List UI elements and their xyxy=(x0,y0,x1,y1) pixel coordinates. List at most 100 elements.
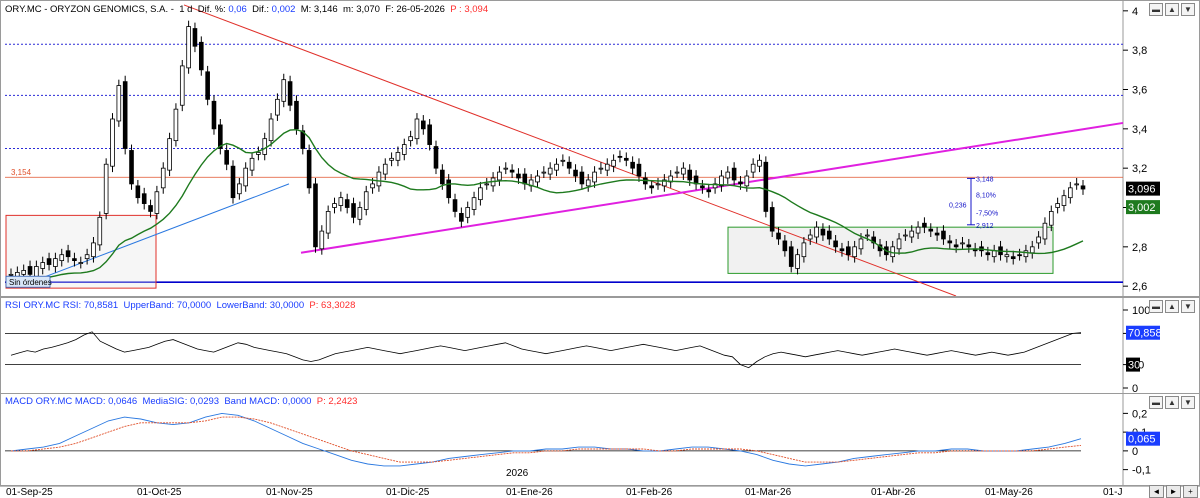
candle-body xyxy=(262,138,268,155)
rsi-tag-label: 70,858 xyxy=(1128,328,1162,340)
time-tick-label: 01-Dic-25 xyxy=(386,487,430,498)
candle-body xyxy=(630,161,635,169)
pane-controls: ▬ ▲ ▼ xyxy=(1149,3,1195,16)
zoom-button[interactable]: + xyxy=(1183,485,1198,498)
dif-value: 0,002 xyxy=(271,4,296,15)
time-axis[interactable]: 01-Sep-25 01-Oct-25 01-Nov-25 01-Dic-25 01-E… xyxy=(0,486,1200,498)
ma-tag-label: 3,002 xyxy=(1128,202,1156,214)
price-chart-svg[interactable]: 43,83,63,43,232,82,63,1543,1488,10%0,236… xyxy=(1,1,1199,296)
macd-pane[interactable]: MACD ORY.MC MACD: 0,0646 MediaSIG: 0,029… xyxy=(0,393,1200,486)
price-tick-label: 3,2 xyxy=(1132,163,1147,175)
candle-body xyxy=(738,181,743,185)
candle-body xyxy=(249,157,255,171)
candle-body xyxy=(852,246,857,258)
candle-body xyxy=(674,171,680,174)
candle-body xyxy=(471,197,477,210)
candle-body xyxy=(268,118,274,142)
candle-body xyxy=(503,167,509,170)
candle-body xyxy=(395,152,401,161)
candle-body xyxy=(604,163,610,171)
macd-maximize-button[interactable]: ▲ xyxy=(1165,396,1179,409)
candle-body xyxy=(135,185,141,199)
candle-body xyxy=(820,228,826,236)
macd-close-button[interactable]: ▼ xyxy=(1181,396,1195,409)
candle-body xyxy=(484,183,490,186)
last-price-tag-box xyxy=(1126,181,1160,196)
fib-ratio-label: 0,236 xyxy=(949,203,967,210)
macd-series-signal xyxy=(11,416,1082,463)
candle-body xyxy=(763,161,769,212)
order-tag-box xyxy=(5,275,51,288)
candle-body xyxy=(179,65,185,106)
candle-body xyxy=(275,98,280,116)
rsi-pane[interactable]: RSI ORY.MC RSI: 70,8581 UpperBand: 70,00… xyxy=(0,297,1200,394)
moving-average-line xyxy=(10,128,1084,283)
candle-body xyxy=(414,118,420,140)
candle-body xyxy=(1017,254,1022,257)
candle-body xyxy=(585,179,591,187)
time-tick-label: 01-Ene-26 xyxy=(506,487,553,498)
candle-body xyxy=(103,163,109,214)
candle-body xyxy=(294,100,299,130)
candle-body xyxy=(1036,236,1041,244)
macd-tick-label: -0,1 xyxy=(1132,465,1151,477)
candle-body xyxy=(351,203,356,218)
candle-body xyxy=(421,120,426,130)
scroll-left-button[interactable]: ◄ xyxy=(1149,485,1164,498)
candle-body xyxy=(706,189,712,193)
candle-body xyxy=(769,207,775,232)
candle-body xyxy=(541,171,547,174)
macd-minimize-button[interactable]: ▬ xyxy=(1149,396,1163,409)
symbol-name: ORY.MC - ORYZON GENOMICS, S.A. xyxy=(5,4,169,15)
candle-body xyxy=(433,146,439,169)
time-tick-label: 01-May-26 xyxy=(985,487,1033,498)
candle-body xyxy=(731,167,737,181)
macd-band-label: Band MACD: xyxy=(224,396,280,407)
candle-body xyxy=(446,179,451,199)
scroll-right-button[interactable]: ► xyxy=(1166,485,1181,498)
candle-body xyxy=(909,230,915,238)
candle-body xyxy=(845,246,851,256)
year-marker: 2026 xyxy=(506,468,529,479)
candle-body xyxy=(363,191,369,210)
candle-body xyxy=(725,171,731,179)
fib-pct-down-label: -7,50% xyxy=(976,210,998,217)
price-header: ORY.MC - ORYZON GENOMICS, S.A. - 1 d Dif… xyxy=(5,4,489,15)
candle-body xyxy=(928,228,934,232)
rsi-value: 70,8581 xyxy=(83,300,119,311)
time-tick-label: 01-Mar-26 xyxy=(745,487,792,498)
rsi-maximize-button[interactable]: ▲ xyxy=(1165,300,1179,313)
candle-body xyxy=(459,212,464,222)
candle-body xyxy=(719,175,724,187)
rsi-close-button[interactable]: ▼ xyxy=(1181,300,1195,313)
rsi-low-tag-label: 30 xyxy=(1128,360,1140,372)
dif-label: Dif.: xyxy=(252,4,270,15)
maximize-pane-button[interactable]: ▲ xyxy=(1165,3,1179,16)
price-chart-pane[interactable]: ORY.MC - ORYZON GENOMICS, S.A. - 1 d Dif… xyxy=(0,0,1200,297)
candle-body xyxy=(110,118,115,167)
macd-header: MACD ORY.MC MACD: 0,0646 MediaSIG: 0,029… xyxy=(5,396,357,407)
candle-body xyxy=(376,171,382,187)
candle-body xyxy=(617,155,623,158)
rsi-minimize-button[interactable]: ▬ xyxy=(1149,300,1163,313)
candle-body xyxy=(807,234,813,240)
dif-pct-value: 0,06 xyxy=(228,4,247,15)
price-tick-label: 4 xyxy=(1132,6,1138,18)
macd-band-value: 0,0000 xyxy=(282,396,312,407)
candle-body xyxy=(509,169,515,173)
minimize-pane-button[interactable]: ▬ xyxy=(1149,3,1163,16)
candle-body xyxy=(452,199,458,212)
candle-body xyxy=(319,230,325,250)
macd-series-macd xyxy=(10,412,1082,467)
candle-body xyxy=(655,183,661,186)
candle-body xyxy=(344,199,350,208)
candle-body xyxy=(97,216,103,246)
close-pane-button[interactable]: ▼ xyxy=(1181,3,1195,16)
candle-body xyxy=(636,163,642,177)
candle-body xyxy=(478,187,483,201)
candle-body xyxy=(516,173,521,179)
candle-body xyxy=(1029,246,1035,254)
fib-high-label: 3,148 xyxy=(976,176,994,183)
